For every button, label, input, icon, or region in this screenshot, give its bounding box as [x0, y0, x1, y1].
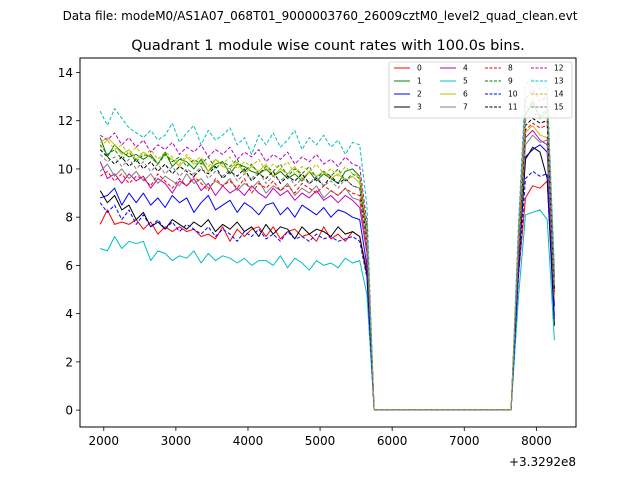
x-axis: 2000 3000 4000 5000 6000 7000 8000 [89, 427, 552, 448]
legend-label-8: 8 [508, 64, 513, 73]
series-line-15 [99, 110, 555, 411]
axes-background [80, 58, 576, 427]
legend-label-5: 5 [463, 77, 468, 86]
x-tick-label: 2000 [89, 434, 120, 448]
legend-label-0: 0 [417, 64, 422, 73]
y-tick-label: 2 [65, 355, 73, 369]
legend-label-12: 12 [554, 64, 564, 73]
legend-frame [388, 61, 573, 119]
legend-label-13: 13 [554, 77, 564, 86]
legend-label-14: 14 [554, 90, 564, 99]
legend-label-3: 3 [417, 103, 422, 112]
legend-label-11: 11 [508, 103, 518, 112]
series-layer [99, 76, 555, 411]
y-tick-label: 12 [58, 114, 73, 128]
x-tick-label: 6000 [377, 434, 408, 448]
legend-label-15: 15 [554, 103, 564, 112]
legend-label-6: 6 [463, 90, 468, 99]
x-offset-label: +3.3292e8 [509, 455, 576, 469]
x-tick-label: 5000 [305, 434, 336, 448]
legend-label-1: 1 [417, 77, 422, 86]
y-tick-label: 10 [58, 162, 73, 176]
series-line-9 [99, 103, 555, 411]
legend-label-7: 7 [463, 103, 468, 112]
x-tick-label: 7000 [449, 434, 480, 448]
legend-label-4: 4 [463, 64, 468, 73]
series-line-13 [99, 76, 555, 411]
x-tick-label: 8000 [521, 434, 552, 448]
axes-frame [79, 57, 577, 428]
y-tick-label: 0 [65, 404, 73, 418]
y-tick-label: 14 [58, 66, 73, 80]
figure-suptitle: Data file: modeM0/AS1A07_068T01_90000037… [63, 9, 578, 23]
y-axis: 0 2 4 6 8 10 12 14 [58, 66, 80, 418]
y-tick-label: 8 [65, 211, 73, 225]
chart-title: Quadrant 1 module wise count rates with … [131, 38, 525, 54]
series-line-14 [99, 98, 555, 411]
y-tick-label: 6 [65, 259, 73, 273]
legend-label-2: 2 [417, 90, 422, 99]
legend-label-10: 10 [508, 90, 518, 99]
x-tick-label: 3000 [161, 434, 192, 448]
x-tick-label: 4000 [233, 434, 264, 448]
plot-area: 2000 3000 4000 5000 6000 7000 8000 02468101214… [58, 57, 577, 469]
legend-label-9: 9 [508, 77, 513, 86]
y-tick-label: 4 [65, 307, 73, 321]
